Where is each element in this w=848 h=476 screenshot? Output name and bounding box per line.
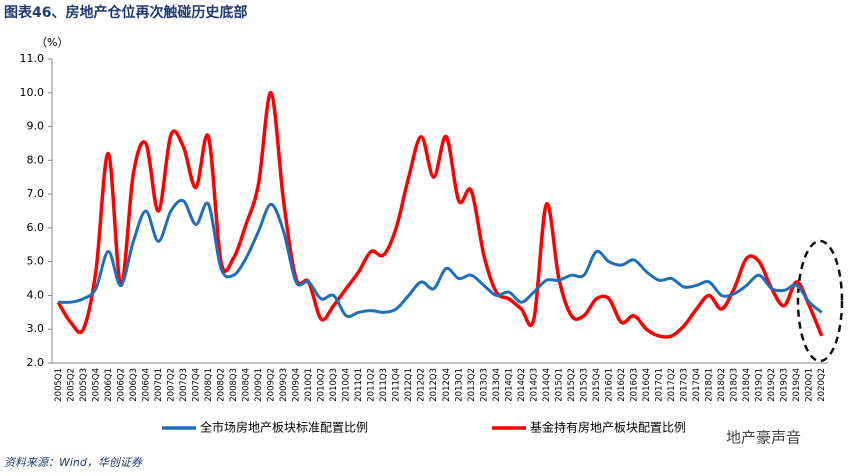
x-tick-label: 2014Q2 xyxy=(517,368,527,402)
watermark: 地产豪声音 xyxy=(726,429,801,447)
y-tick-label: 8.0 xyxy=(27,153,45,166)
y-tick-label: 3.0 xyxy=(27,322,45,335)
x-tick-label: 2008Q4 xyxy=(242,368,252,402)
x-tick-label: 2013Q3 xyxy=(479,368,489,402)
x-tick-label: 2013Q2 xyxy=(467,368,477,402)
line-series xyxy=(56,91,824,339)
x-tick-label: 2006Q3 xyxy=(129,368,139,402)
x-tick-label: 2009Q4 xyxy=(292,368,302,402)
x-tick-label: 2011Q2 xyxy=(367,368,377,402)
x-tick-label: 2013Q1 xyxy=(454,368,464,402)
x-tick-label: 2011Q1 xyxy=(354,368,364,402)
x-tick-label: 2007Q2 xyxy=(166,368,176,402)
x-tick-label: 2012Q2 xyxy=(417,368,427,402)
x-tick-label: 2008Q2 xyxy=(216,368,226,402)
x-tick-label: 2015Q3 xyxy=(579,368,589,402)
y-tick-label: 11.0 xyxy=(20,52,45,65)
x-tick-label: 2017Q3 xyxy=(680,368,690,402)
x-tick-label: 2008Q1 xyxy=(204,368,214,402)
x-tick-label: 2010Q1 xyxy=(304,368,314,402)
y-tick-label: 5.0 xyxy=(27,255,45,268)
x-tick-label: 2009Q2 xyxy=(267,368,277,402)
x-tick-label: 2017Q1 xyxy=(655,368,665,402)
x-tick-label: 2019Q4 xyxy=(792,368,802,402)
x-tick-label: 2005Q2 xyxy=(66,368,76,402)
x-tick-label: 2007Q3 xyxy=(179,368,189,402)
x-tick-label: 2006Q2 xyxy=(116,368,126,402)
x-tick-label: 2018Q3 xyxy=(730,368,740,402)
x-tick-label: 2017Q2 xyxy=(667,368,677,402)
y-tick-label: 10.0 xyxy=(20,86,45,99)
x-tick-label: 2007Q1 xyxy=(154,368,164,402)
x-tick-label: 2006Q4 xyxy=(141,368,151,402)
x-tick-label: 2015Q4 xyxy=(592,368,602,402)
x-tick-label: 2005Q3 xyxy=(79,368,89,402)
x-tick-label: 2008Q3 xyxy=(229,368,239,402)
x-tick-label: 2007Q4 xyxy=(191,368,201,402)
x-tick-label: 2012Q4 xyxy=(442,368,452,402)
x-tick-label: 2016Q1 xyxy=(604,368,614,402)
x-tick-label: 2014Q3 xyxy=(529,368,539,402)
source: 资料来源：Wind，华创证券 xyxy=(4,456,143,469)
x-tick-label: 2005Q4 xyxy=(91,368,101,402)
x-tick-label: 2019Q2 xyxy=(767,368,777,402)
x-tick-label: 2016Q2 xyxy=(617,368,627,402)
x-tick-label: 2015Q2 xyxy=(567,368,577,402)
chart-title: 图表46、房地产仓位再次触碰历史底部 xyxy=(4,4,247,21)
x-tick-label: 2020Q1 xyxy=(805,368,815,402)
x-tick-label: 2011Q4 xyxy=(392,368,402,402)
line-series xyxy=(58,198,823,318)
y-tick-label: 6.0 xyxy=(27,221,45,234)
x-tick-label: 2014Q1 xyxy=(504,368,514,402)
x-tick-label: 2009Q1 xyxy=(254,368,264,402)
x-tick-label: 2010Q2 xyxy=(317,368,327,402)
x-tick-label: 2019Q1 xyxy=(755,368,765,402)
x-tick-label: 2020Q2 xyxy=(817,368,827,402)
legend-label: 基金持有房地产板块配置比例 xyxy=(530,420,686,435)
x-tick-label: 2015Q1 xyxy=(554,368,564,402)
x-tick-label: 2014Q4 xyxy=(542,368,552,402)
x-tick-label: 2013Q4 xyxy=(492,368,502,402)
x-tick-label: 2006Q1 xyxy=(104,368,114,402)
x-tick-label: 2019Q3 xyxy=(780,368,790,402)
x-tick-label: 2010Q4 xyxy=(342,368,352,402)
x-tick-label: 2016Q4 xyxy=(642,368,652,402)
x-tick-label: 2018Q4 xyxy=(742,368,752,402)
legend-label: 全市场房地产板块标准配置比例 xyxy=(200,420,368,435)
x-tick-label: 2011Q3 xyxy=(379,368,389,402)
y-tick-label: 4.0 xyxy=(27,288,45,301)
x-tick-label: 2018Q2 xyxy=(717,368,727,402)
x-tick-label: 2010Q3 xyxy=(329,368,339,402)
x-tick-label: 2012Q3 xyxy=(429,368,439,402)
x-tick-label: 2017Q4 xyxy=(692,368,702,402)
x-tick-label: 2012Q1 xyxy=(404,368,414,402)
x-tick-label: 2016Q3 xyxy=(630,368,640,402)
x-tick-label: 2018Q1 xyxy=(705,368,715,402)
x-tick-label: 2005Q1 xyxy=(54,368,64,402)
y-axis-label: （%） xyxy=(36,36,68,49)
x-tick-label: 2009Q3 xyxy=(279,368,289,402)
y-tick-label: 2.0 xyxy=(27,356,45,369)
highlight-ellipse xyxy=(796,239,844,363)
y-tick-label: 7.0 xyxy=(27,187,45,200)
y-tick-label: 9.0 xyxy=(27,120,45,133)
